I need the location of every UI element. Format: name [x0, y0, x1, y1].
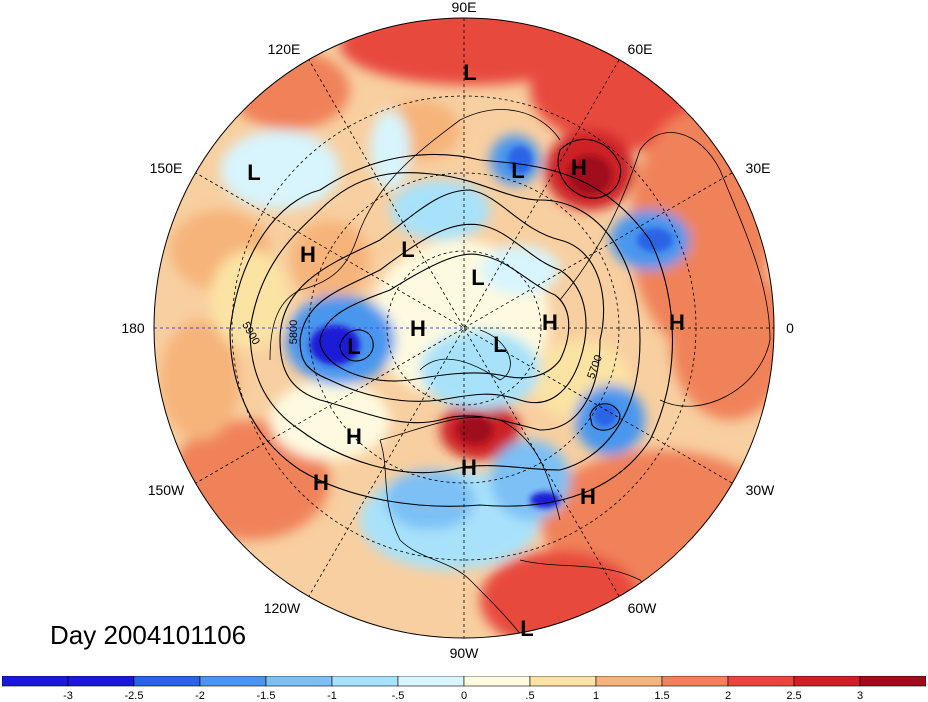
colorbar-tick-label: 3: [857, 690, 863, 702]
lon-label: 90E: [452, 0, 477, 15]
colorbar-tick-label: 1.5: [654, 690, 669, 702]
colorbar-tick-label: 2: [725, 690, 731, 702]
pressure-center-label: H: [571, 155, 587, 180]
longitude-labels: 90E 60E 30E 0 30W 60W 90W 120W 150W 180 …: [121, 0, 794, 661]
pressure-center-label: H: [313, 470, 329, 495]
pressure-center-label: H: [461, 455, 477, 480]
pressure-center-label: L: [247, 160, 260, 185]
pressure-center-label: H: [580, 484, 596, 509]
pressure-center-label: H: [346, 424, 362, 449]
pressure-center-label: H: [542, 310, 558, 335]
pressure-center-label: L: [471, 265, 484, 290]
colorbar-tick-label: -1: [327, 690, 337, 702]
colorbar-box: [331, 676, 399, 687]
colorbar-boxes: [2, 676, 926, 687]
lon-label: 60W: [628, 600, 658, 616]
lon-label: 120W: [264, 600, 301, 616]
pressure-center-label: L: [401, 237, 414, 262]
colorbar: -3 -2.5 -2 -1.5 -1 -.5 0 .5 1 1.5 2 2.5 3: [2, 676, 926, 702]
pressure-center-label: L: [463, 60, 476, 85]
colorbar-tick-label: 1: [593, 690, 599, 702]
lon-label: 180: [121, 320, 145, 336]
colorbar-box: [661, 676, 729, 687]
colorbar-box: [463, 676, 531, 687]
colorbar-box: [67, 676, 135, 687]
colorbar-box: [265, 676, 333, 687]
colorbar-box: [859, 676, 926, 687]
map-border: [153, 17, 775, 639]
lon-label: 150W: [148, 482, 185, 498]
colorbar-box: [793, 676, 861, 687]
lon-label: 150E: [150, 160, 183, 176]
contour-label: 5800: [288, 320, 300, 344]
colorbar-tick-label: 2.5: [786, 690, 801, 702]
colorbar-box: [397, 676, 465, 687]
pressure-center-label: L: [520, 616, 533, 641]
pressure-center-label: H: [410, 316, 426, 341]
anomaly-field: [154, 18, 774, 638]
colorbar-tick-label: .5: [525, 690, 534, 702]
lon-label: 0: [786, 320, 794, 336]
pressure-center-label: L: [511, 158, 524, 183]
polar-map: 90E 60E 30E 0 30W 60W 90W 120W 150W 180 …: [121, 0, 794, 661]
height-contours: [229, 138, 673, 507]
pressure-center-label: H: [300, 242, 316, 267]
colorbar-box: [133, 676, 201, 687]
pressure-center-label: H: [669, 310, 685, 335]
lon-label: 90W: [450, 645, 480, 661]
lon-label: 30W: [746, 482, 776, 498]
lon-label: 30E: [746, 160, 771, 176]
colorbar-tick-label: -3: [63, 690, 73, 702]
colorbar-box: [199, 676, 267, 687]
pressure-center-label: L: [493, 332, 506, 357]
colorbar-box: [529, 676, 597, 687]
colorbar-box: [595, 676, 663, 687]
lon-label: 120E: [268, 41, 301, 57]
colorbar-tick-label: -1.5: [257, 690, 276, 702]
lon-label: 60E: [628, 41, 653, 57]
colorbar-ticks: -3 -2.5 -2 -1.5 -1 -.5 0 .5 1 1.5 2 2.5 3: [63, 690, 863, 702]
colorbar-tick-label: 0: [461, 690, 467, 702]
colorbar-tick-label: -2: [195, 690, 205, 702]
colorbar-tick-label: -.5: [392, 690, 405, 702]
colorbar-box: [2, 676, 69, 687]
colorbar-tick-label: -2.5: [125, 690, 144, 702]
colorbar-box: [727, 676, 795, 687]
pressure-center-label: L: [347, 334, 360, 359]
pressure-centers: L L H L H L L H H H L L H H H H L: [247, 60, 685, 641]
date-label: Day 2004101106: [50, 620, 247, 650]
